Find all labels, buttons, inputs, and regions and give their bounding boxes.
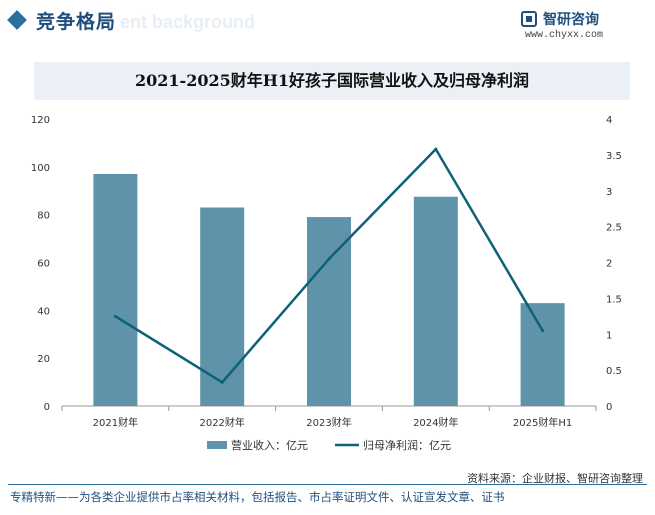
- y-right-tick-label: 4: [606, 115, 612, 126]
- y-right-tick-label: 2: [606, 259, 612, 270]
- y-left-tick-label: 40: [37, 306, 50, 317]
- line-point: [541, 329, 545, 333]
- x-tick-label: 2021财年: [93, 416, 138, 429]
- y-right-tick-label: 0.5: [606, 366, 622, 377]
- y-right-tick-label: 0: [606, 402, 612, 413]
- bar: [200, 207, 245, 406]
- y-left-tick-label: 100: [31, 163, 50, 174]
- logo-url: www.chyxx.com: [525, 30, 604, 41]
- y-left-tick-label: 0: [44, 402, 50, 413]
- y-left-tick-label: 120: [31, 115, 50, 126]
- x-tick-label: 2023财年: [306, 416, 351, 429]
- legend-label: 营业收入：亿元: [231, 438, 308, 452]
- diamond-icon: [7, 10, 27, 30]
- logo-icon: [521, 11, 537, 27]
- bar: [307, 217, 351, 406]
- line-point: [220, 380, 224, 384]
- chart-title-bar: 2021-2025财年H1好孩子国际营业收入及归母净利润: [34, 62, 630, 100]
- footer-text: 专精特新——为各类企业提供市占率相关材料，包括报告、市占率证明文件、认证宣发文章…: [10, 490, 505, 504]
- combo-chart: 0 20 40 60 80 100 120 0 0.5 1 1.5 2 2.5 3 3.5 4 2021财年 20…: [31, 115, 622, 452]
- bar: [413, 196, 458, 406]
- brand-logo: 智研咨询 www.chyxx.com: [521, 8, 641, 44]
- x-tick-label: 2025财年H1: [513, 416, 572, 429]
- background-watermark-text: ent background: [120, 12, 256, 32]
- x-tick-label: 2024财年: [413, 416, 458, 429]
- legend-swatch-bar: [207, 441, 227, 449]
- legend-label: 归母净利润：亿元: [363, 438, 451, 452]
- bar: [93, 174, 138, 406]
- chart-title: 2021-2025财年H1好孩子国际营业收入及归母净利润: [135, 71, 529, 90]
- y-right-tick-label: 3: [606, 187, 612, 198]
- footer-divider: [8, 484, 647, 485]
- y-right-tick-label: 1.5: [606, 294, 622, 305]
- section-title: 竞争格局: [36, 11, 117, 33]
- x-tick-label: 2022财年: [199, 416, 244, 429]
- y-left-tick-label: 80: [37, 211, 50, 222]
- logo-name: 智研咨询: [543, 12, 599, 28]
- bar: [520, 303, 565, 406]
- line-point: [327, 257, 331, 261]
- source-note: 资料来源：企业财报、智研咨询整理: [467, 472, 643, 485]
- line-point: [434, 147, 438, 151]
- y-right-tick-label: 2.5: [606, 223, 622, 234]
- line-point: [113, 314, 117, 318]
- page-header: 竞争格局 ent background 智研咨询 www.chyxx.com: [0, 0, 655, 46]
- y-left-tick-label: 60: [37, 259, 50, 270]
- y-right-tick-label: 3.5: [606, 151, 622, 162]
- y-left-tick-label: 20: [37, 354, 50, 365]
- y-right-tick-label: 1: [606, 330, 612, 341]
